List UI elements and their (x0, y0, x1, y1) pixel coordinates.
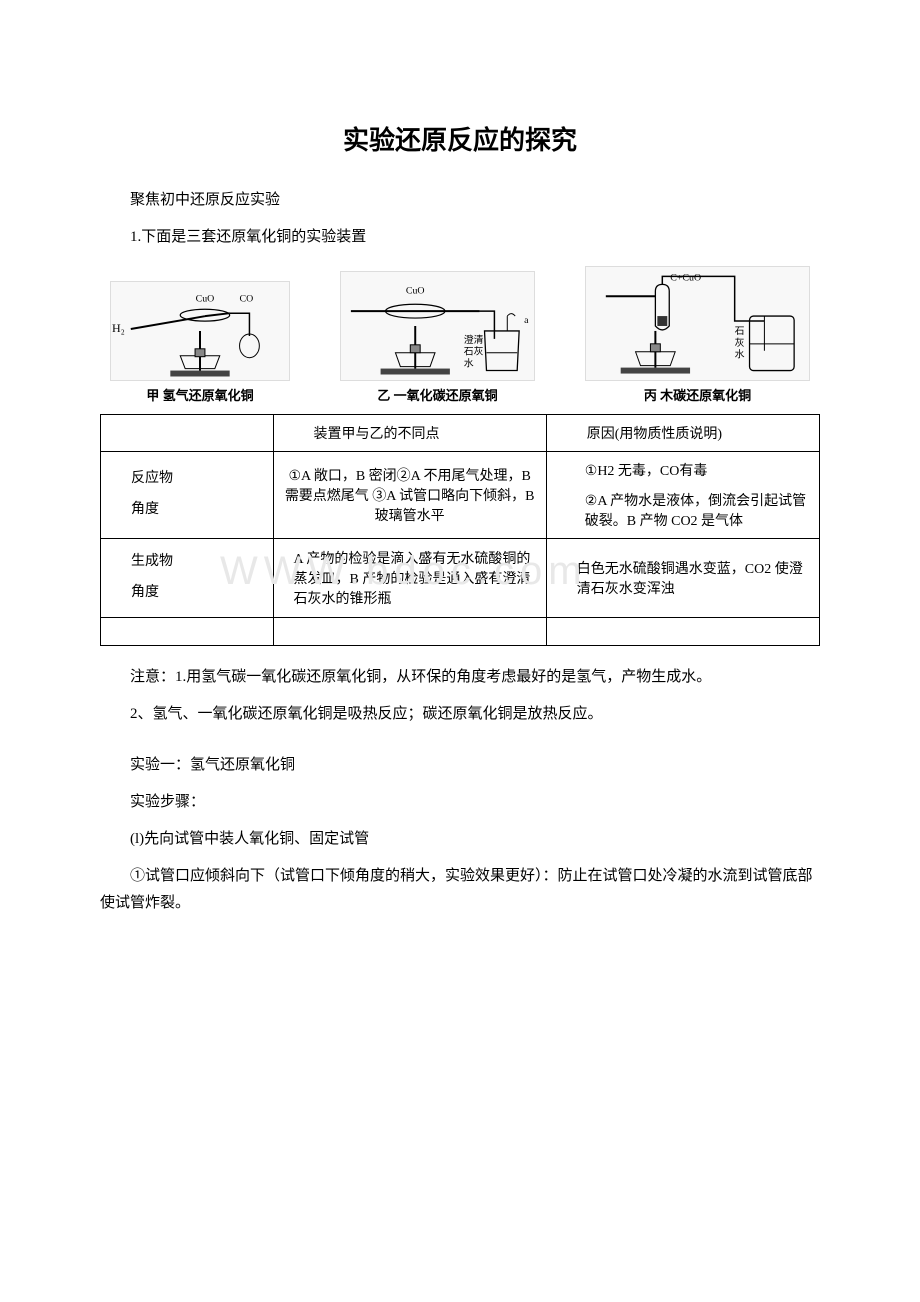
diagram-b-figure: CuO 澄清 石灰 水 a (340, 271, 535, 381)
note-4: 实验步骤： (100, 789, 820, 816)
reactant-label-b: 角度 (131, 495, 263, 526)
row1-reason: ①H2 无毒，CO有毒 ②A 产物水是液体，倒流会引起试管破裂。B 产物 CO2… (546, 452, 819, 539)
table-row: 生成物 角度 A 产物的检验是滴入盛有无水硫酸铜的蒸发皿，B 产物的检验是通入盛… (101, 539, 820, 618)
diagram-c: C+CuO 石 灰 水 (585, 266, 810, 404)
row2-reason: 白色无水硫酸铜遇水变蓝，CO2 使澄清石灰水变浑浊 (546, 539, 819, 618)
c-cuo-label: C+CuO (670, 272, 701, 283)
svg-text:水: 水 (464, 358, 474, 370)
cuo-label-b: CuO (406, 285, 425, 296)
row1-diff: ①A 敞口，B 密闭②A 不用尾气处理，B 需要点燃尾气 ③A 试管口略向下倾斜… (273, 452, 546, 539)
apparatus-c-icon: C+CuO 石 灰 水 (586, 266, 809, 381)
diagram-b: CuO 澄清 石灰 水 a (340, 271, 535, 404)
header-diff: 装置甲与乙的不同点 (273, 415, 546, 452)
table-header-row: 装置甲与乙的不同点 原因(用物质性质说明) (101, 415, 820, 452)
row1-reason-b: ②A 产物水是液体，倒流会引起试管破裂。B 产物 CO2 是气体 (567, 490, 809, 530)
note-3: 实验一：氢气还原氧化铜 (100, 752, 820, 779)
svg-text:石灰: 石灰 (464, 345, 484, 358)
limewater-label-b: 澄清 (464, 333, 484, 346)
page-title: 实验还原反应的探究 (100, 120, 820, 157)
table-row: 反应物 角度 ①A 敞口，B 密闭②A 不用尾气处理，B 需要点燃尾气 ③A 试… (101, 452, 820, 539)
diagram-a-h2-label: H₂ (112, 321, 125, 336)
note-6: ①试管口应倾斜向下（试管口下倾角度的稍大，实验效果更好）：防止在试管口处冷凝的水… (100, 863, 820, 917)
row2-label: 生成物 角度 (101, 539, 274, 618)
co-label: CO (240, 293, 254, 304)
diagram-a-figure: CuO CO (110, 281, 290, 381)
header-reason: 原因(用物质性质说明) (546, 415, 819, 452)
diagram-a: H₂ CuO CO (110, 281, 290, 404)
apparatus-a-icon: CuO CO (111, 281, 289, 381)
product-label-a: 生成物 (131, 547, 263, 578)
note-2: 2、氢气、一氧化碳还原氧化铜是吸热反应；碳还原氧化铜是放热反应。 (100, 701, 820, 728)
svg-text:灰: 灰 (735, 336, 745, 349)
apparatus-b-icon: CuO 澄清 石灰 水 a (341, 271, 534, 381)
diagram-row: H₂ CuO CO (100, 266, 820, 404)
diagram-c-figure: C+CuO 石 灰 水 (585, 266, 810, 381)
reactant-label-a: 反应物 (131, 464, 263, 495)
comparison-table: 装置甲与乙的不同点 原因(用物质性质说明) 反应物 角度 ①A 敞口，B 密闭②… (100, 414, 820, 646)
diagram-b-caption: 乙 一氧化碳还原氧铜 (377, 385, 497, 404)
svg-text:水: 水 (735, 349, 745, 361)
product-label-b: 角度 (131, 578, 263, 609)
note-1: 注意：1.用氢气碳一氧化碳还原氧化铜，从环保的角度考虑最好的是氢气，产物生成水。 (100, 664, 820, 691)
intro-line-1: 聚焦初中还原反应实验 (100, 187, 820, 214)
row1-reason-a: ①H2 无毒，CO有毒 (567, 460, 809, 480)
row2-diff: A 产物的检验是滴入盛有无水硫酸铜的蒸发皿，B 产物的检验是通入盛有澄清石灰水的… (273, 539, 546, 618)
diagram-c-caption: 丙 木碳还原氧化铜 (644, 385, 751, 404)
header-empty (101, 415, 274, 452)
limewater-label-c: 石 (735, 326, 745, 337)
note-5: (l)先向试管中装人氧化铜、固定试管 (100, 826, 820, 853)
table-empty-row (101, 617, 820, 645)
a-outlet-label: a (524, 315, 529, 326)
row1-label: 反应物 角度 (101, 452, 274, 539)
cuo-label: CuO (196, 293, 215, 304)
diagram-a-caption: 甲 氢气还原氧化铜 (146, 385, 253, 404)
intro-line-2: 1.下面是三套还原氧化铜的实验装置 (100, 224, 820, 251)
